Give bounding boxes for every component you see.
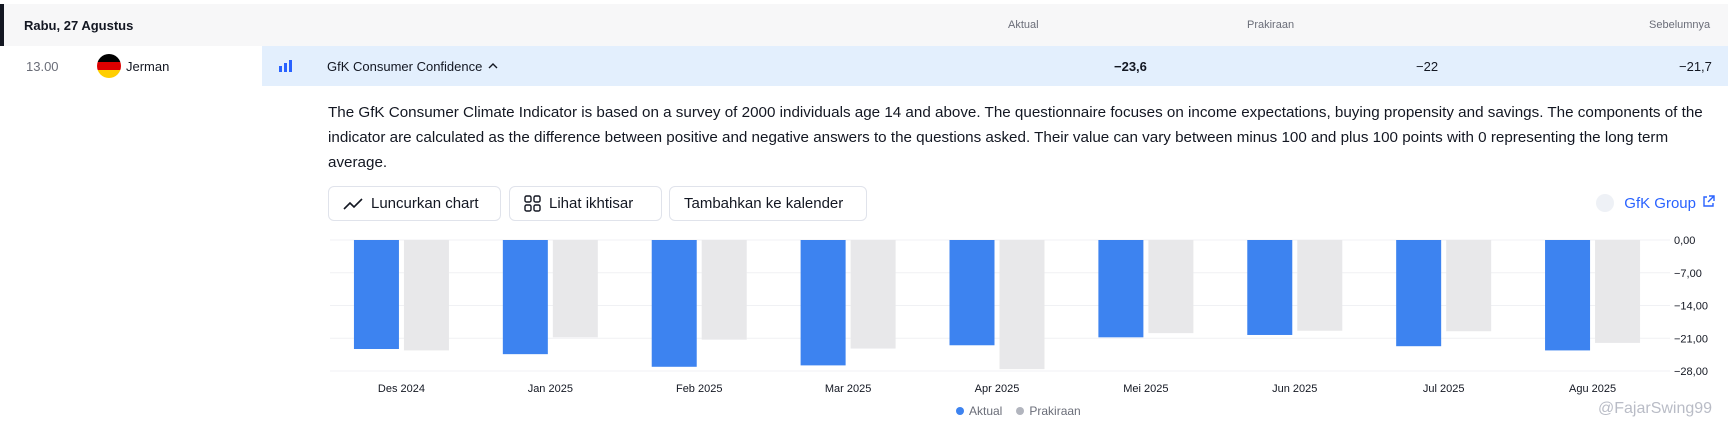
x-tick-label: Jan 2025 [528, 383, 573, 395]
bar-forecast [403, 240, 449, 351]
bar-actual [800, 240, 846, 366]
event-country: Jerman [126, 59, 170, 74]
watermark: @FajarSwing99 [1598, 400, 1713, 417]
event-forecast-value: −22 [1416, 59, 1439, 74]
external-link-icon [1702, 194, 1715, 212]
overview-button[interactable]: Lihat ikhtisar [509, 186, 662, 221]
bar-forecast [999, 240, 1045, 370]
x-tick-label: Agu 2025 [1569, 383, 1616, 395]
event-title-text: GfK Consumer Confidence [327, 59, 483, 74]
y-tick-label: −14,00 [1674, 301, 1708, 313]
bar-actual [1098, 240, 1144, 338]
bar-forecast [1595, 240, 1641, 343]
y-tick-label: −7,00 [1674, 268, 1702, 280]
y-tick-label: −28,00 [1674, 366, 1708, 378]
bar-actual [651, 240, 697, 367]
bar-forecast [1446, 240, 1492, 332]
legend-item-forecast[interactable]: Prakiraan [1016, 404, 1081, 418]
add-calendar-button[interactable]: Tambahkan ke kalender [669, 186, 867, 221]
source-link[interactable]: GfK Group [1596, 194, 1715, 212]
event-row[interactable]: 13.00 Jerman GfK Consumer Confidence −23… [0, 46, 1728, 86]
overview-label: Lihat ikhtisar [549, 195, 634, 212]
legend-actual-label: Aktual [969, 404, 1003, 418]
launch-chart-button[interactable]: Luncurkan chart [328, 186, 501, 221]
legend-forecast-swatch [1016, 407, 1025, 415]
bar-actual [1545, 240, 1591, 351]
bar-actual [502, 240, 548, 355]
col-previous-header: Sebelumnya [1649, 19, 1711, 31]
bar-forecast [850, 240, 896, 349]
add-calendar-label: Tambahkan ke kalender [684, 195, 844, 212]
y-tick-label: −21,00 [1674, 333, 1708, 345]
germany-flag-icon [97, 54, 121, 78]
gfk-logo-icon [1596, 194, 1615, 212]
event-previous-value: −21,7 [1679, 59, 1712, 74]
legend-forecast-label: Prakiraan [1029, 404, 1081, 418]
bar-actual [1247, 240, 1293, 335]
x-tick-label: Mei 2025 [1123, 383, 1168, 395]
chart-legend: Aktual Prakiraan [956, 404, 1081, 418]
legend-item-actual[interactable]: Aktual [956, 404, 1002, 418]
event-description: The GfK Consumer Climate Indicator is ba… [328, 104, 1703, 171]
bar-chart-icon [279, 60, 293, 72]
bar-actual [353, 240, 399, 350]
x-tick-label: Apr 2025 [975, 383, 1020, 395]
bar-actual [1396, 240, 1442, 347]
launch-chart-label: Luncurkan chart [371, 195, 479, 212]
grid-icon [524, 195, 541, 212]
date-header: Rabu, 27 Agustus Aktual Prakiraan Sebelu… [0, 4, 1728, 46]
bar-actual [949, 240, 995, 346]
bar-forecast [701, 240, 747, 340]
line-chart-icon [343, 197, 363, 210]
col-actual-header: Aktual [1008, 19, 1039, 31]
bar-forecast [552, 240, 598, 338]
x-tick-label: Mar 2025 [825, 383, 871, 395]
event-title[interactable]: GfK Consumer Confidence [327, 59, 498, 74]
event-actual-value: −23,6 [1114, 59, 1147, 74]
x-tick-label: Des 2024 [378, 383, 425, 395]
col-forecast-header: Prakiraan [1247, 19, 1295, 31]
chevron-up-icon[interactable] [488, 61, 498, 72]
legend-actual-swatch [956, 407, 964, 415]
y-tick-label: 0,00 [1674, 235, 1695, 247]
x-tick-label: Feb 2025 [676, 383, 722, 395]
event-highlight [262, 46, 1728, 86]
bar-forecast [1148, 240, 1194, 334]
event-time: 13.00 [26, 59, 59, 74]
x-tick-label: Jun 2025 [1272, 383, 1317, 395]
bar-forecast [1297, 240, 1343, 331]
date-label: Rabu, 27 Agustus [24, 17, 134, 33]
x-tick-label: Jul 2025 [1423, 383, 1465, 395]
source-label: GfK Group [1624, 194, 1696, 212]
